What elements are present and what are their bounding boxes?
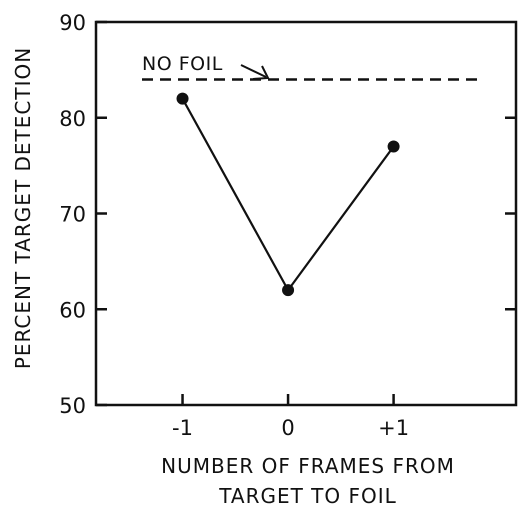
series-line xyxy=(181,98,395,293)
x-tick-label-0: 0 xyxy=(281,416,294,440)
y-tick-label-60: 60 xyxy=(59,298,86,322)
data-point--1 xyxy=(176,92,189,105)
y-axis-title: PERCENT TARGET DETECTION xyxy=(11,47,35,369)
y-tick-label-90: 90 xyxy=(59,11,86,35)
data-point-0 xyxy=(282,284,295,297)
x-axis-title-line-1: NUMBER OF FRAMES FROM xyxy=(161,454,455,478)
y-tick-label-50: 50 xyxy=(59,394,86,418)
data-point-+1 xyxy=(387,140,400,153)
x-tick-label--1: -1 xyxy=(172,416,193,440)
no-foil-annotation-arrow xyxy=(240,64,270,80)
x-tick-label-+1: +1 xyxy=(378,416,409,440)
x-axis-title-line-2: TARGET TO FOIL xyxy=(218,484,397,508)
y-tick-label-80: 80 xyxy=(59,107,86,131)
no-foil-label: NO FOIL xyxy=(142,53,223,75)
y-tick-label-70: 70 xyxy=(59,203,86,227)
